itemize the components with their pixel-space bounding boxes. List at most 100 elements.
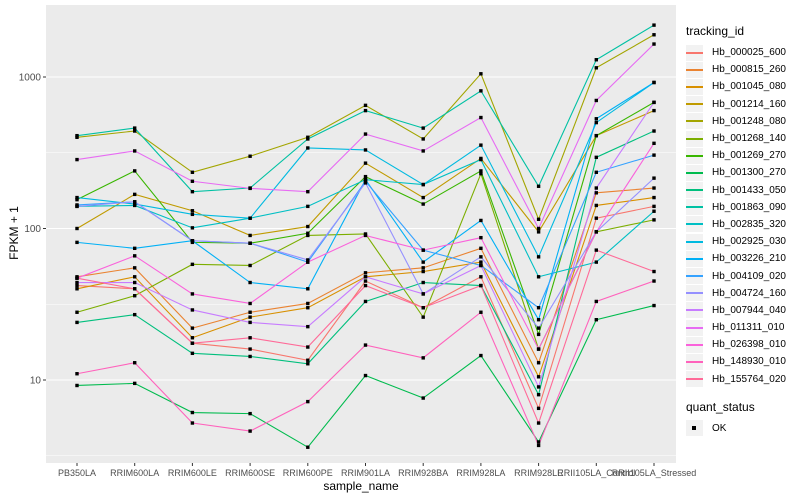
data-point <box>363 161 368 165</box>
legend-title-quant-status: quant_status <box>686 399 755 414</box>
x-tick-label: RRIM600PE <box>283 468 333 478</box>
legend-key-icon <box>686 96 703 113</box>
data-point <box>190 212 195 217</box>
data-point <box>363 103 368 108</box>
legend-entry-Hb_001045_080: Hb_001045_080 <box>686 78 800 95</box>
data-point <box>75 320 79 325</box>
data-point <box>594 191 598 195</box>
legend-entry-ok: OK <box>686 420 800 437</box>
legend-label: Hb_001248_080 <box>712 115 786 127</box>
x-tick-label: RRII105LA_Control <box>557 468 635 478</box>
data-point <box>75 197 79 202</box>
legend-key-icon <box>686 268 703 285</box>
data-point <box>363 279 368 283</box>
legend-line-icon <box>686 103 703 106</box>
data-point <box>479 143 483 147</box>
data-point <box>248 315 252 319</box>
data-point <box>306 260 310 264</box>
legend-label: Hb_000815_260 <box>712 64 786 76</box>
legend-label: Hb_004109_020 <box>712 270 786 282</box>
data-point <box>479 169 483 173</box>
data-point <box>536 226 541 231</box>
data-point <box>536 326 541 330</box>
legend-key-icon <box>686 371 703 388</box>
data-point <box>536 392 541 397</box>
data-point <box>479 283 483 288</box>
legend-key-icon <box>686 147 703 164</box>
data-point <box>248 241 252 245</box>
data-point <box>421 292 425 296</box>
data-point <box>306 345 310 349</box>
legend-entries: Hb_000025_600 Hb_000815_260 Hb_001045_080 H… <box>686 44 800 388</box>
data-point <box>306 358 310 362</box>
legend-entry-Hb_004109_020: Hb_004109_020 <box>686 267 800 285</box>
data-point <box>133 200 137 204</box>
data-point <box>536 443 541 448</box>
data-point <box>594 133 598 138</box>
data-point <box>133 381 137 386</box>
data-point <box>363 373 368 378</box>
legend-label: Hb_002835_320 <box>712 218 786 230</box>
data-point <box>306 146 310 150</box>
legend-key-icon <box>686 233 703 250</box>
data-point <box>133 287 137 291</box>
data-point <box>190 351 195 356</box>
data-point <box>248 216 252 220</box>
data-point <box>190 292 195 296</box>
data-point <box>536 230 541 234</box>
data-point <box>652 23 656 27</box>
data-point <box>306 362 310 366</box>
data-point <box>75 195 79 200</box>
data-point <box>536 440 541 444</box>
data-point <box>652 209 656 213</box>
legend-entry-Hb_004724_160: Hb_004724_160 <box>686 285 800 302</box>
data-point <box>75 310 79 314</box>
data-point <box>479 275 483 279</box>
legend-key-icon <box>686 319 703 336</box>
data-point <box>363 275 368 279</box>
data-point <box>248 354 252 359</box>
data-point <box>363 174 368 179</box>
data-point <box>536 306 541 310</box>
data-point <box>190 179 195 183</box>
data-point <box>75 204 79 209</box>
x-tick-label: RRIM600LE <box>168 468 217 478</box>
data-point <box>190 341 195 345</box>
legend-line-icon <box>686 378 703 381</box>
y-tick-label: 1000 <box>19 73 42 84</box>
legend-line-icon <box>686 275 703 278</box>
data-point <box>594 230 598 234</box>
legend-key-icon <box>686 199 703 216</box>
data-point <box>248 429 252 433</box>
data-point <box>536 217 541 222</box>
data-point <box>363 299 368 304</box>
legend-line-icon <box>686 85 703 88</box>
legend-key-ok <box>686 420 703 437</box>
legend-key-icon <box>686 302 703 319</box>
legend-label: Hb_004724_160 <box>712 287 786 299</box>
data-point <box>133 280 137 285</box>
data-point <box>652 129 656 133</box>
data-point <box>190 410 195 415</box>
data-point <box>363 283 368 288</box>
legend-line-icon <box>686 51 703 54</box>
data-point <box>363 343 368 347</box>
data-point <box>536 347 541 351</box>
legend-key-icon <box>686 61 703 78</box>
data-point <box>652 195 656 200</box>
data-point <box>479 255 483 259</box>
data-point <box>421 266 425 270</box>
data-point <box>652 100 656 105</box>
data-point <box>363 148 368 152</box>
point-marker-icon <box>692 426 696 431</box>
legend-entry-Hb_155764_020: Hb_155764_020 <box>686 371 800 388</box>
legend-label: Hb_155764_020 <box>712 373 786 385</box>
legend-label: Hb_011311_010 <box>712 322 785 334</box>
data-point <box>133 202 137 206</box>
data-point <box>190 189 195 194</box>
legend-label: Hb_000025_600 <box>712 47 786 59</box>
data-point <box>479 218 483 223</box>
data-point <box>133 149 137 153</box>
data-point <box>421 202 425 206</box>
